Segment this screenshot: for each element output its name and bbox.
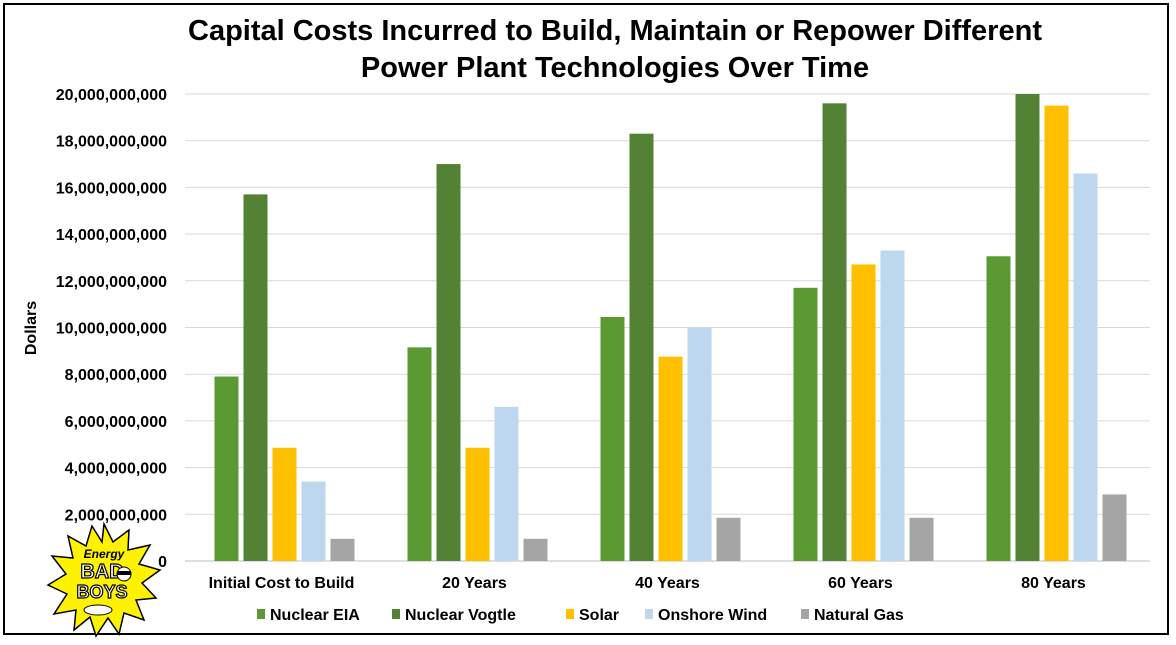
bar (880, 250, 905, 561)
x-category-label: 80 Years (1021, 575, 1086, 592)
bar (986, 256, 1011, 561)
x-category-label: 60 Years (828, 575, 893, 592)
bar (687, 327, 712, 561)
legend-swatch (257, 609, 265, 619)
y-tick-label: 14,000,000,000 (56, 227, 167, 244)
legend-label: Nuclear Vogtle (405, 607, 516, 624)
x-category-label: 20 Years (442, 575, 507, 592)
logo-text-boys: BOYS (76, 582, 127, 602)
legend-swatch (392, 609, 400, 619)
bar (822, 103, 847, 561)
y-tick-label: 18,000,000,000 (56, 134, 167, 151)
bar (716, 517, 741, 561)
bar (909, 517, 934, 561)
y-axis-label: Dollars (23, 301, 40, 355)
y-tick-label: 6,000,000,000 (65, 414, 167, 431)
bar (600, 316, 625, 561)
bar (1073, 173, 1098, 561)
logo-starburst (46, 521, 162, 638)
y-tick-label: 12,000,000,000 (56, 274, 167, 291)
bar (272, 447, 297, 561)
bar (793, 287, 818, 561)
bar (523, 538, 548, 561)
bar (494, 406, 519, 561)
bar (629, 133, 654, 561)
legend-swatch (801, 609, 809, 619)
bar (1015, 94, 1040, 561)
x-category-label: Initial Cost to Build (209, 575, 355, 592)
legend: Nuclear EIA Nuclear Vogtle Solar Onshore Wi… (257, 607, 904, 624)
bar (436, 164, 461, 562)
logo-text-bad: BAD (80, 561, 123, 583)
bar (330, 538, 355, 561)
y-tick-label: 0 (158, 554, 167, 571)
y-tick-label: 8,000,000,000 (65, 367, 167, 384)
y-axis-ticks: 0 2,000,000,000 4,000,000,000 6,000,000,000… (56, 87, 167, 571)
bar (1044, 105, 1069, 562)
legend-label: Nuclear EIA (270, 607, 360, 624)
logo-badge-icon (83, 604, 113, 616)
x-axis-categories: Initial Cost to Build 20 Years 40 Years 60 … (209, 575, 1086, 592)
chart-frame (3, 3, 1169, 635)
bar (301, 481, 326, 561)
bar (851, 264, 876, 561)
bar (407, 347, 432, 561)
bar (1102, 494, 1127, 561)
logo-glasses-icon (117, 571, 131, 575)
y-tick-label: 20,000,000,000 (56, 87, 167, 104)
bar (658, 356, 683, 561)
bar (243, 194, 268, 561)
chart-title-line-1: Capital Costs Incurred to Build, Maintai… (188, 15, 1042, 47)
legend-swatch (566, 609, 574, 619)
y-tick-label: 16,000,000,000 (56, 180, 167, 197)
y-tick-label: 4,000,000,000 (65, 461, 167, 478)
y-tick-label: 10,000,000,000 (56, 321, 167, 338)
logo-text-energy: Energy (84, 547, 126, 561)
energy-bad-boys-logo: Energy BAD BOYS (46, 521, 162, 638)
legend-swatch (645, 609, 653, 619)
bars (214, 94, 1127, 562)
legend-label: Natural Gas (814, 607, 904, 624)
legend-label: Onshore Wind (658, 607, 767, 624)
bar (465, 447, 490, 561)
x-category-label: 40 Years (635, 575, 700, 592)
bar (214, 376, 239, 561)
legend-label: Solar (579, 607, 619, 624)
chart-title-line-2: Power Plant Technologies Over Time (360, 52, 870, 84)
y-tick-label: 2,000,000,000 (65, 507, 167, 524)
